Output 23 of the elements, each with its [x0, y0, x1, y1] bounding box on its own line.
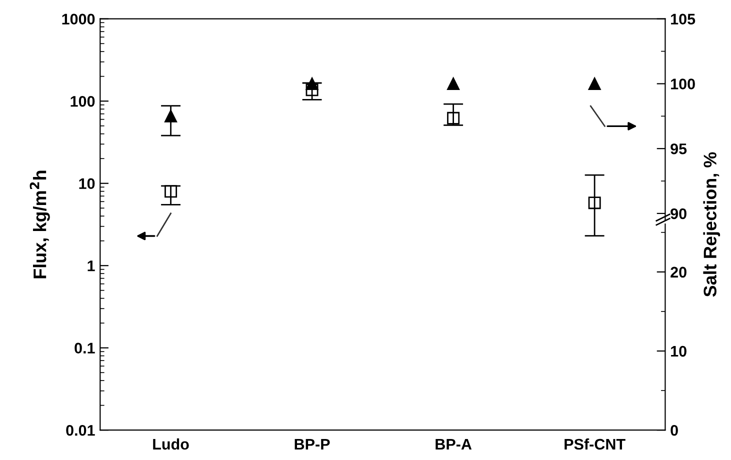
point [164, 185, 178, 198]
y-tick-label: 1 [88, 260, 95, 272]
y-tick-label: 10 [79, 178, 95, 190]
x-tick-label: Ludo [153, 438, 189, 450]
y3-tick-label: 0 [670, 424, 678, 436]
y-axis-title: Flux, kg/m$^{2}$h [30, 170, 50, 278]
y2-tick-label: 90 [670, 208, 686, 220]
y-tick-label: 100 [70, 96, 95, 107]
y-tick-label: 1000 [62, 14, 95, 25]
y2-tick-label: 95 [670, 143, 687, 154]
point [588, 196, 601, 210]
y2-axis-title: Salt Rejection, % [703, 152, 720, 297]
point [306, 84, 318, 96]
y3-tick-label: 10 [671, 346, 686, 357]
y-tick-label: 0.01 [66, 424, 95, 436]
point [447, 112, 460, 124]
y-tick-label: 0.1 [74, 342, 95, 354]
y2-tick-label: 105 [671, 14, 696, 25]
y2-tick-label: 100 [671, 78, 695, 90]
x-tick-label: BP-P [294, 438, 330, 450]
x-tick-label: PSf-CNT [564, 438, 626, 450]
y3-tick-label: 20 [670, 266, 686, 278]
x-tick-label: BP-A [436, 438, 472, 450]
